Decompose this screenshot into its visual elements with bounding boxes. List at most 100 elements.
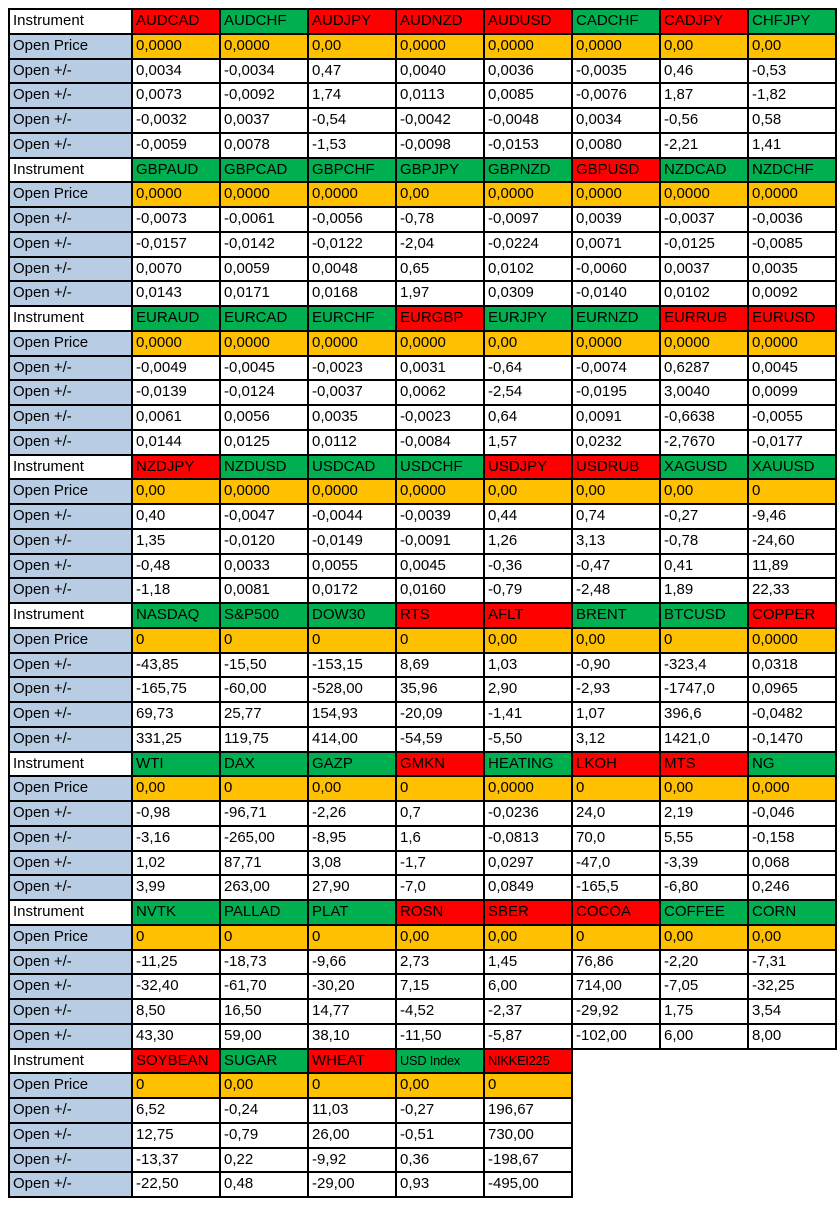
instrument-header-cell[interactable]: NG xyxy=(747,750,837,778)
delta-cell[interactable]: 263,00 xyxy=(219,874,309,901)
delta-cell[interactable]: 7,15 xyxy=(395,973,485,1000)
delta-cell[interactable]: -0,158 xyxy=(747,824,837,852)
delta-cell[interactable]: -0,36 xyxy=(483,552,573,580)
delta-cell[interactable]: 0,0062 xyxy=(395,379,485,406)
instrument-header-cell[interactable]: AUDCAD xyxy=(131,8,221,35)
open-price-cell[interactable]: 0,0000 xyxy=(483,32,573,60)
open-price-cell[interactable]: 0,0000 xyxy=(307,478,397,505)
delta-cell[interactable]: -4,52 xyxy=(395,998,485,1025)
delta-cell[interactable]: 0,6287 xyxy=(659,354,749,382)
instrument-header-cell[interactable]: RTS xyxy=(395,602,485,629)
delta-cell[interactable]: -0,0076 xyxy=(571,82,661,109)
delta-cell[interactable]: -0,0037 xyxy=(307,379,397,406)
delta-cell[interactable]: -13,37 xyxy=(131,1146,221,1174)
instrument-header-cell[interactable]: EURCAD xyxy=(219,305,309,332)
delta-cell[interactable]: -0,0177 xyxy=(747,428,837,456)
row-label-instrument[interactable]: Instrument xyxy=(8,602,133,629)
delta-cell[interactable]: -0,0045 xyxy=(219,354,309,382)
open-price-cell[interactable]: 0,0000 xyxy=(747,181,837,208)
open-price-cell[interactable]: 0 xyxy=(395,775,485,802)
delta-cell[interactable]: 8,69 xyxy=(395,651,485,679)
delta-cell[interactable]: -0,0139 xyxy=(131,379,221,406)
delta-cell[interactable]: 1,57 xyxy=(483,428,573,456)
delta-cell[interactable]: 0,0033 xyxy=(219,552,309,580)
instrument-header-cell[interactable]: EURRUB xyxy=(659,305,749,332)
row-label-open-price[interactable]: Open Price xyxy=(8,923,133,951)
instrument-header-cell[interactable]: COPPER xyxy=(747,602,837,629)
delta-cell[interactable]: -0,0047 xyxy=(219,503,309,530)
delta-cell[interactable]: 1421,0 xyxy=(659,725,749,753)
row-label-open-delta[interactable]: Open +/- xyxy=(8,552,133,580)
delta-cell[interactable]: 3,08 xyxy=(307,849,397,877)
delta-cell[interactable]: 0,0061 xyxy=(131,404,221,431)
delta-cell[interactable]: -0,27 xyxy=(659,503,749,530)
delta-cell[interactable]: 0,64 xyxy=(483,404,573,431)
open-price-cell[interactable]: 0 xyxy=(131,626,221,654)
open-price-cell[interactable]: 0,000 xyxy=(747,775,837,802)
delta-cell[interactable]: -0,0482 xyxy=(747,701,837,728)
delta-cell[interactable]: -495,00 xyxy=(483,1171,573,1198)
open-price-cell[interactable]: 0 xyxy=(307,1072,397,1099)
row-label-open-delta[interactable]: Open +/- xyxy=(8,527,133,555)
instrument-header-cell[interactable]: NZDCAD xyxy=(659,156,749,184)
open-price-cell[interactable]: 0,0000 xyxy=(659,329,749,357)
delta-cell[interactable]: 0,7 xyxy=(395,800,485,827)
delta-cell[interactable]: 730,00 xyxy=(483,1121,573,1149)
delta-cell[interactable]: 8,50 xyxy=(131,998,221,1025)
delta-cell[interactable]: 0,0102 xyxy=(483,255,573,283)
open-price-cell[interactable]: 0,00 xyxy=(307,775,397,802)
instrument-header-cell[interactable]: CHFJPY xyxy=(747,8,837,35)
delta-cell[interactable]: 1,26 xyxy=(483,527,573,555)
delta-cell[interactable]: -0,0124 xyxy=(219,379,309,406)
delta-cell[interactable]: -0,24 xyxy=(219,1097,309,1124)
delta-cell[interactable]: -0,0085 xyxy=(747,230,837,258)
row-label-open-price[interactable]: Open Price xyxy=(8,1072,133,1099)
delta-cell[interactable]: -198,67 xyxy=(483,1146,573,1174)
delta-cell[interactable]: -3,16 xyxy=(131,824,221,852)
delta-cell[interactable]: -2,93 xyxy=(571,676,661,703)
instrument-header-cell[interactable]: PLAT xyxy=(307,899,397,926)
delta-cell[interactable]: -2,26 xyxy=(307,800,397,827)
delta-cell[interactable]: 70,0 xyxy=(571,824,661,852)
open-price-cell[interactable]: 0,00 xyxy=(395,181,485,208)
delta-cell[interactable]: 35,96 xyxy=(395,676,485,703)
delta-cell[interactable]: -1747,0 xyxy=(659,676,749,703)
delta-cell[interactable]: -5,50 xyxy=(483,725,573,753)
instrument-header-cell[interactable]: WHEAT xyxy=(307,1047,397,1075)
delta-cell[interactable]: 0,0113 xyxy=(395,82,485,109)
delta-cell[interactable]: 0,0309 xyxy=(483,280,573,307)
delta-cell[interactable]: -8,95 xyxy=(307,824,397,852)
instrument-header-cell[interactable]: XAGUSD xyxy=(659,453,749,481)
instrument-header-cell[interactable]: CADCHF xyxy=(571,8,661,35)
delta-cell[interactable]: -0,0035 xyxy=(571,57,661,85)
delta-cell[interactable]: -0,0098 xyxy=(395,131,485,159)
delta-cell[interactable]: -0,0149 xyxy=(307,527,397,555)
row-label-open-delta[interactable]: Open +/- xyxy=(8,800,133,827)
delta-cell[interactable]: 119,75 xyxy=(219,725,309,753)
delta-cell[interactable]: 0,0080 xyxy=(571,131,661,159)
delta-cell[interactable]: 5,55 xyxy=(659,824,749,852)
delta-cell[interactable]: 0,93 xyxy=(395,1171,485,1198)
delta-cell[interactable]: -0,0042 xyxy=(395,107,485,134)
delta-cell[interactable]: -0,0092 xyxy=(219,82,309,109)
delta-cell[interactable]: 0,0056 xyxy=(219,404,309,431)
delta-cell[interactable]: 12,75 xyxy=(131,1121,221,1149)
instrument-header-cell[interactable]: EURJPY xyxy=(483,305,573,332)
open-price-cell[interactable]: 0,0000 xyxy=(307,329,397,357)
delta-cell[interactable]: 2,19 xyxy=(659,800,749,827)
delta-cell[interactable]: 0,246 xyxy=(747,874,837,901)
delta-cell[interactable]: 0,0037 xyxy=(659,255,749,283)
row-label-open-delta[interactable]: Open +/- xyxy=(8,280,133,307)
delta-cell[interactable]: -0,6638 xyxy=(659,404,749,431)
delta-cell[interactable]: 331,25 xyxy=(131,725,221,753)
delta-cell[interactable]: 0,0297 xyxy=(483,849,573,877)
row-label-open-price[interactable]: Open Price xyxy=(8,181,133,208)
instrument-header-cell[interactable]: S&P500 xyxy=(219,602,309,629)
delta-cell[interactable]: -0,98 xyxy=(131,800,221,827)
instrument-header-cell[interactable]: USDCHF xyxy=(395,453,485,481)
delta-cell[interactable]: -2,54 xyxy=(483,379,573,406)
delta-cell[interactable]: 0,0048 xyxy=(307,255,397,283)
open-price-cell[interactable]: 0,0000 xyxy=(483,775,573,802)
open-price-cell[interactable]: 0,00 xyxy=(571,626,661,654)
delta-cell[interactable]: -0,0157 xyxy=(131,230,221,258)
